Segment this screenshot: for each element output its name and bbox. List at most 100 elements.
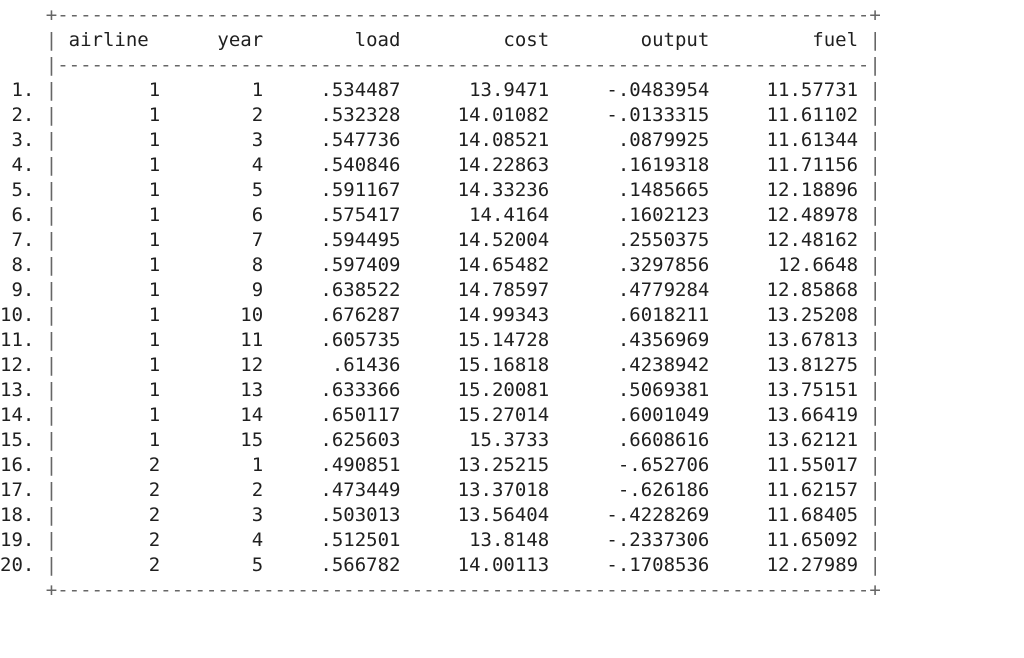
cell-load: .503013 [286,504,401,526]
row-index: 8. [0,254,35,276]
cell-year: 10 [183,304,264,326]
row-index: 2. [0,104,35,126]
cell-cost: 15.16818 [423,354,550,376]
cell-output: .4356969 [572,329,710,351]
cell-output: .6001049 [572,404,710,426]
cell-output: -.0133315 [572,104,710,126]
cell-cost: 14.65482 [423,254,550,276]
cell-load: .594495 [286,229,401,251]
row-index: 4. [0,154,35,176]
cell-airline: 1 [68,204,161,226]
row-index: 20. [0,554,35,576]
cell-fuel: 11.68405 [732,504,859,526]
table-header-separator: |---------------------------------------… [0,54,881,76]
column-header-cost: cost [423,29,550,51]
cell-load: .638522 [286,279,401,301]
cell-airline: 2 [68,479,161,501]
row-index: 17. [0,479,35,501]
row-index: 10. [0,304,35,326]
table-row: 4. | 1 4 .540846 14.22863 .1619318 11.71… [0,154,881,176]
cell-fuel: 12.27989 [732,554,859,576]
cell-year: 8 [183,254,264,276]
cell-airline: 1 [68,304,161,326]
cell-load: .540846 [286,154,401,176]
cell-airline: 1 [68,254,161,276]
cell-year: 6 [183,204,264,226]
cell-cost: 14.01082 [423,104,550,126]
cell-output: .6018211 [572,304,710,326]
cell-airline: 1 [68,179,161,201]
cell-fuel: 11.61344 [732,129,859,151]
cell-cost: 13.25215 [423,454,550,476]
cell-load: .490851 [286,454,401,476]
table-row: 11. | 1 11 .605735 15.14728 .4356969 13.… [0,329,881,351]
row-index: 3. [0,129,35,151]
cell-airline: 2 [68,454,161,476]
cell-cost: 15.27014 [423,404,550,426]
cell-cost: 14.33236 [423,179,550,201]
cell-cost: 15.3733 [423,429,550,451]
cell-output: .3297856 [572,254,710,276]
cell-cost: 14.99343 [423,304,550,326]
cell-load: .547736 [286,129,401,151]
cell-year: 2 [183,104,264,126]
cell-airline: 1 [68,404,161,426]
row-index: 5. [0,179,35,201]
column-header-load: load [286,29,401,51]
table-row: 20. | 2 5 .566782 14.00113 -.1708536 12.… [0,554,881,576]
table-row: 12. | 1 12 .61436 15.16818 .4238942 13.8… [0,354,881,376]
cell-cost: 14.52004 [423,229,550,251]
table-top-border: +---------------------------------------… [0,4,881,26]
cell-cost: 15.20081 [423,379,550,401]
table-row: 2. | 1 2 .532328 14.01082 -.0133315 11.6… [0,104,881,126]
table-row: 18. | 2 3 .503013 13.56404 -.4228269 11.… [0,504,881,526]
table-row: 6. | 1 6 .575417 14.4164 .1602123 12.489… [0,204,881,226]
cell-cost: 14.22863 [423,154,550,176]
cell-airline: 1 [68,279,161,301]
cell-load: .512501 [286,529,401,551]
cell-year: 15 [183,429,264,451]
cell-output: -.0483954 [572,79,710,101]
cell-year: 11 [183,329,264,351]
column-header-airline: airline [68,29,161,51]
cell-output: -.2337306 [572,529,710,551]
row-index: 13. [0,379,35,401]
row-index: 14. [0,404,35,426]
cell-airline: 1 [68,79,161,101]
cell-airline: 1 [68,229,161,251]
cell-load: .575417 [286,204,401,226]
cell-output: -.626186 [572,479,710,501]
cell-cost: 14.00113 [423,554,550,576]
cell-fuel: 11.61102 [732,104,859,126]
cell-output: .1485665 [572,179,710,201]
cell-load: .532328 [286,104,401,126]
table-row: 14. | 1 14 .650117 15.27014 .6001049 13.… [0,404,881,426]
cell-load: .650117 [286,404,401,426]
cell-fuel: 11.62157 [732,479,859,501]
cell-year: 5 [183,179,264,201]
cell-airline: 1 [68,154,161,176]
row-index: 19. [0,529,35,551]
cell-load: .597409 [286,254,401,276]
row-index: 9. [0,279,35,301]
column-header-year: year [183,29,264,51]
cell-fuel: 12.48978 [732,204,859,226]
table-row: 19. | 2 4 .512501 13.8148 -.2337306 11.6… [0,529,881,551]
cell-year: 12 [183,354,264,376]
cell-output: .4238942 [572,354,710,376]
cell-cost: 13.37018 [423,479,550,501]
table-row: 15. | 1 15 .625603 15.3733 .6608616 13.6… [0,429,881,451]
cell-year: 9 [183,279,264,301]
cell-output: -.4228269 [572,504,710,526]
cell-load: .625603 [286,429,401,451]
cell-output: .4779284 [572,279,710,301]
cell-fuel: 13.66419 [732,404,859,426]
cell-output: -.1708536 [572,554,710,576]
cell-output: -.652706 [572,454,710,476]
cell-fuel: 13.75151 [732,379,859,401]
cell-year: 1 [183,79,264,101]
column-header-fuel: fuel [732,29,859,51]
cell-fuel: 13.81275 [732,354,859,376]
cell-fuel: 13.67813 [732,329,859,351]
cell-airline: 2 [68,529,161,551]
